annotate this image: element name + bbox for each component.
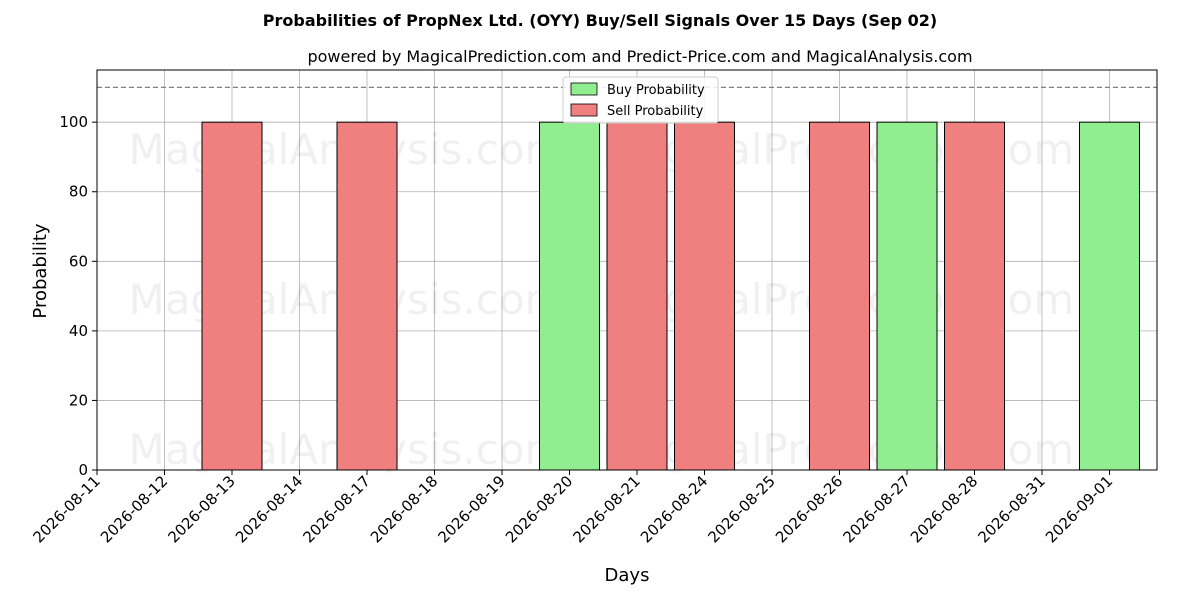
sell-bar	[809, 121, 870, 471]
legend-sell-swatch	[570, 103, 598, 117]
y-tick-label: 0	[78, 461, 88, 479]
x-tick-label: 2026-08-31	[974, 472, 1048, 546]
x-axis-ticks: 2026-08-112026-08-122026-08-132026-08-14…	[29, 470, 1116, 546]
x-tick-label: 2026-08-24	[637, 472, 711, 546]
x-tick-label: 2026-08-19	[434, 472, 508, 546]
x-tick-label: 2026-08-11	[29, 472, 103, 546]
sell-bar	[336, 121, 398, 471]
x-tick-label: 2026-08-18	[367, 472, 441, 546]
y-tick-label: 20	[69, 391, 88, 409]
legend-box	[562, 76, 719, 124]
plot-frame	[96, 69, 1158, 471]
chart-title: Probabilities of PropNex Ltd. (OYY) Buy/…	[263, 11, 937, 30]
x-tick-label: 2026-08-14	[232, 472, 306, 546]
x-tick-label: 2026-08-17	[299, 472, 373, 546]
x-tick-label: 2026-08-27	[839, 472, 913, 546]
y-tick-label: 60	[69, 252, 88, 270]
legend-buy-swatch	[570, 82, 598, 96]
x-tick-label: 2026-08-28	[907, 472, 981, 546]
buy-bar	[1079, 121, 1140, 471]
sell-bar	[944, 121, 1005, 471]
sell-bar	[674, 121, 735, 471]
y-tick-label: 40	[69, 322, 88, 340]
buy-bar	[539, 121, 600, 471]
chart-subtitle: powered by MagicalPrediction.com and Pre…	[307, 47, 972, 66]
buy-bar	[876, 121, 938, 471]
x-tick-label: 2026-08-26	[772, 472, 846, 546]
legend: Buy Probability Sell Probability	[562, 76, 719, 124]
x-tick-label: 2026-08-20	[502, 472, 576, 546]
sell-bar	[606, 121, 668, 471]
x-axis-label: Days	[605, 565, 650, 586]
y-tick-label: 100	[59, 113, 88, 131]
legend-buy-label: Buy Probability	[607, 83, 705, 98]
x-tick-label: 2026-09-01	[1042, 472, 1116, 546]
x-tick-label: 2026-08-25	[704, 472, 778, 546]
x-tick-label: 2026-08-21	[569, 472, 643, 546]
legend-sell-label: Sell Probability	[607, 104, 704, 119]
x-tick-label: 2026-08-13	[164, 472, 238, 546]
y-axis-label: Probability	[30, 223, 51, 318]
y-tick-label: 80	[69, 183, 88, 201]
y-axis-ticks: 0 20 40 60 80 100	[59, 113, 97, 479]
sell-bar	[201, 121, 263, 471]
x-tick-label: 2026-08-12	[97, 472, 171, 546]
